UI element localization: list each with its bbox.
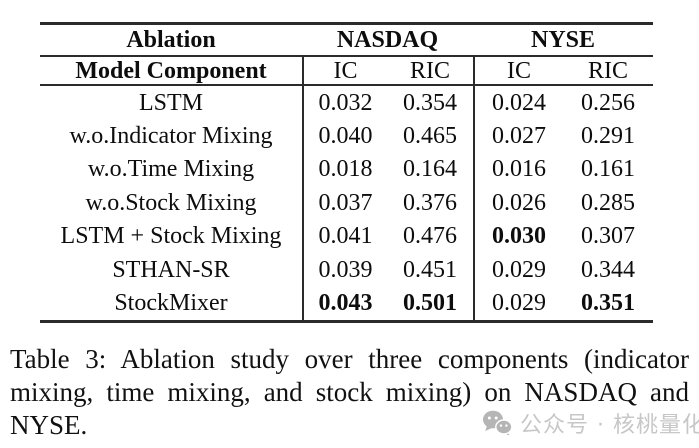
col-header-nasdaq-ric: RIC xyxy=(409,57,450,84)
table-header-row-1: Ablation NASDAQ NYSE xyxy=(40,25,653,57)
metric-value-cell: 0.016 xyxy=(473,152,563,187)
table-row: LSTM + Stock Mixing 0.041 0.476 0.030 0.307 xyxy=(40,219,653,253)
metric-value-cell: 0.161 xyxy=(581,156,635,183)
model-component-cell: w.o.Indicator Mixing xyxy=(69,123,273,150)
col-header-nasdaq: NASDAQ xyxy=(336,27,439,53)
metric-value-cell: 0.030 xyxy=(473,219,563,253)
table-row: StockMixer 0.043 0.501 0.029 0.351 xyxy=(40,286,653,320)
metric-value-cell: 0.256 xyxy=(581,89,635,116)
table-header-row-2: Model Component IC RIC IC RIC xyxy=(40,57,653,86)
caption-line-2: mixing, time mixing, and stock mixing) o… xyxy=(10,377,689,407)
col-header-nyse-ic: IC xyxy=(473,57,563,84)
table-row: LSTM 0.032 0.354 0.024 0.256 xyxy=(40,86,653,120)
wechat-icon xyxy=(483,410,513,435)
metric-value-cell: 0.376 xyxy=(403,189,457,216)
metric-value-cell: 0.037 xyxy=(302,186,387,220)
col-header-nasdaq-ic: IC xyxy=(302,57,387,84)
metric-value-cell: 0.032 xyxy=(302,86,387,120)
metric-value-cell: 0.040 xyxy=(302,119,387,153)
metric-value-cell: 0.029 xyxy=(473,252,563,287)
metric-value-cell: 0.307 xyxy=(581,223,635,250)
model-component-cell: STHAN-SR xyxy=(112,256,230,283)
watermark-text: 公众号 · 核桃量化 xyxy=(520,413,699,438)
metric-value-cell: 0.029 xyxy=(473,286,563,320)
metric-value-cell: 0.501 xyxy=(403,290,457,317)
table-row: STHAN-SR 0.039 0.451 0.029 0.344 xyxy=(40,252,653,287)
caption-line-1: Table 3: Ablation study over three compo… xyxy=(10,344,689,374)
metric-value-cell: 0.026 xyxy=(473,186,563,220)
metric-value-cell: 0.351 xyxy=(581,290,635,317)
metric-value-cell: 0.039 xyxy=(302,252,387,287)
col-header-model-component: Model Component xyxy=(75,57,267,84)
metric-value-cell: 0.291 xyxy=(581,123,635,150)
metric-value-cell: 0.041 xyxy=(302,219,387,253)
col-header-ablation: Ablation xyxy=(126,27,216,53)
model-component-cell: w.o.Time Mixing xyxy=(87,156,255,183)
col-header-nyse-ric: RIC xyxy=(587,57,628,84)
ablation-table: Ablation NASDAQ NYSE Model Component IC … xyxy=(40,22,653,323)
table-body: LSTM 0.032 0.354 0.024 0.256 w.o.Indicator Mi… xyxy=(40,86,653,320)
metric-value-cell: 0.451 xyxy=(403,256,457,283)
metric-value-cell: 0.027 xyxy=(473,119,563,153)
table-row: w.o.Stock Mixing 0.037 0.376 0.026 0.285 xyxy=(40,186,653,220)
metric-value-cell: 0.164 xyxy=(403,156,457,183)
metric-value-cell: 0.024 xyxy=(473,86,563,120)
metric-value-cell: 0.285 xyxy=(581,189,635,216)
table-row: w.o.Time Mixing 0.018 0.164 0.016 0.161 xyxy=(40,152,653,187)
col-header-nyse: NYSE xyxy=(530,27,596,53)
model-component-cell: StockMixer xyxy=(114,290,228,317)
metric-value-cell: 0.465 xyxy=(403,123,457,150)
model-component-cell: LSTM xyxy=(138,89,203,116)
model-component-cell: LSTM + Stock Mixing xyxy=(60,223,282,250)
model-component-cell: w.o.Stock Mixing xyxy=(85,189,257,216)
metric-value-cell: 0.354 xyxy=(403,89,457,116)
metric-value-cell: 0.476 xyxy=(403,223,457,250)
metric-value-cell: 0.043 xyxy=(302,286,387,320)
table-caption: Table 3: Ablation study over three compo… xyxy=(10,343,689,442)
metric-value-cell: 0.018 xyxy=(302,152,387,187)
watermark: 公众号 · 核桃量化 xyxy=(482,407,699,439)
metric-value-cell: 0.344 xyxy=(581,256,635,283)
table-row: w.o.Indicator Mixing 0.040 0.465 0.027 0.291 xyxy=(40,119,653,153)
caption-line-3: NYSE. xyxy=(10,410,88,440)
